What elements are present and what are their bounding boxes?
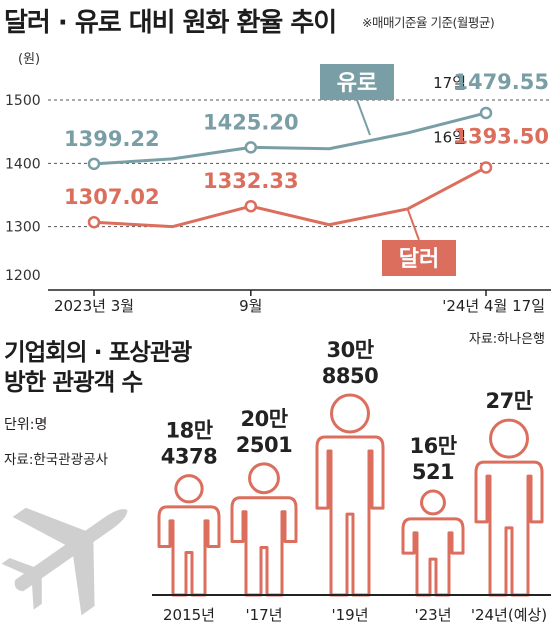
airplane-wing bbox=[12, 507, 88, 546]
legend-label-달러: 달러 bbox=[399, 247, 439, 272]
line-chart-svg: (원) 1200 1300 1400 1500 2023년 3월 9월 '24년 4월 17일… bbox=[5, 52, 551, 315]
tourists-title-line-1: 기업회의 · 포상관광 bbox=[4, 338, 192, 366]
exchange-rate-source: 자료:하나은행 bbox=[468, 332, 545, 347]
data-point bbox=[87, 157, 101, 171]
legend-connector bbox=[407, 209, 420, 241]
category-label: '19년 bbox=[331, 606, 368, 624]
y-tick-label: 1200 bbox=[5, 268, 41, 284]
data-label: 1399.22 bbox=[64, 127, 160, 151]
tourists-chart-title: 기업회의 · 포상관광 방한 관광객 수 bbox=[4, 337, 192, 397]
category-label: '24년(예상) bbox=[471, 606, 547, 624]
value-label: 4378 bbox=[161, 445, 217, 469]
data-point bbox=[479, 106, 493, 120]
data-label: 1393.50 bbox=[453, 124, 549, 148]
x-tick-label: '24년 4월 17일 bbox=[442, 297, 545, 315]
chart-note: ※매매기준율 기준(월평균) bbox=[362, 15, 495, 30]
chart-title: 달러 · 유로 대비 원화 환율 추이 bbox=[4, 8, 337, 38]
person-head bbox=[174, 474, 204, 504]
y-tick-label: 1500 bbox=[5, 93, 41, 109]
legend-connector bbox=[356, 99, 371, 136]
person-head bbox=[330, 393, 370, 434]
data-label: 1479.55 bbox=[453, 70, 549, 94]
data-point bbox=[244, 199, 258, 213]
tourists-title-line-2: 방한 관광객 수 bbox=[4, 368, 143, 396]
legend-label-유로: 유로 bbox=[337, 71, 377, 96]
value-label: 20만 bbox=[240, 407, 287, 431]
y-axis-label: (원) bbox=[18, 52, 40, 67]
series-line-유로 bbox=[93, 111, 487, 166]
data-label: 1332.33 bbox=[203, 169, 299, 193]
data-label: 1425.20 bbox=[203, 110, 299, 134]
airplane-wing bbox=[72, 539, 95, 616]
value-label: 16만 bbox=[409, 434, 456, 458]
series-line-달러 bbox=[93, 166, 487, 229]
data-point bbox=[244, 141, 258, 154]
value-label: 27만 bbox=[485, 389, 532, 413]
data-point bbox=[479, 161, 493, 174]
data-point bbox=[87, 215, 101, 229]
person-body bbox=[315, 435, 385, 597]
exchange-rate-chart: 달러 · 유로 대비 원화 환율 추이 ※매매기준율 기준(월평균) (원) 12… bbox=[4, 8, 551, 315]
tourists-unit: 단위:명 bbox=[4, 417, 48, 433]
person-head bbox=[489, 418, 529, 459]
legend-badge bbox=[382, 240, 456, 276]
value-label: 2501 bbox=[236, 433, 292, 457]
person-icon bbox=[401, 489, 465, 597]
category-label: '17년 bbox=[245, 606, 282, 624]
person-body bbox=[401, 517, 465, 597]
tourists-source: 자료:한국관광공사 bbox=[4, 452, 108, 468]
airplane-tail bbox=[1, 558, 37, 575]
x-tick-label: 2023년 3월 bbox=[54, 297, 134, 315]
person-icon bbox=[157, 474, 221, 597]
person-head bbox=[248, 462, 280, 495]
date-label: 16일 bbox=[433, 128, 466, 146]
tourists-chart: 18만 4378 2015년 20만 2501 '17년 30만 8850 '19년 16만 521… bbox=[0, 318, 551, 630]
x-tick-label: 9월 bbox=[239, 297, 262, 315]
value-label: 18만 bbox=[165, 419, 212, 443]
airplane-icon bbox=[1, 507, 128, 616]
person-body bbox=[157, 505, 221, 597]
category-label: 2015년 bbox=[163, 606, 215, 624]
y-tick-label: 1400 bbox=[5, 156, 41, 172]
person-body bbox=[474, 460, 544, 597]
value-label: 521 bbox=[412, 460, 454, 484]
date-label: 17일 bbox=[433, 74, 466, 92]
value-label: 30만 bbox=[326, 338, 373, 362]
airplane-body bbox=[14, 509, 128, 592]
category-label: '23년 bbox=[414, 606, 451, 624]
person-head bbox=[420, 489, 446, 516]
person-icon bbox=[474, 418, 544, 597]
legend-badge bbox=[320, 64, 394, 100]
person-icon bbox=[230, 462, 298, 597]
airplane-tail bbox=[31, 575, 42, 610]
value-label: 8850 bbox=[322, 364, 378, 388]
data-label: 1307.02 bbox=[64, 185, 160, 209]
person-body bbox=[230, 496, 298, 597]
person-icon bbox=[315, 393, 385, 597]
y-tick-label: 1300 bbox=[5, 220, 41, 236]
